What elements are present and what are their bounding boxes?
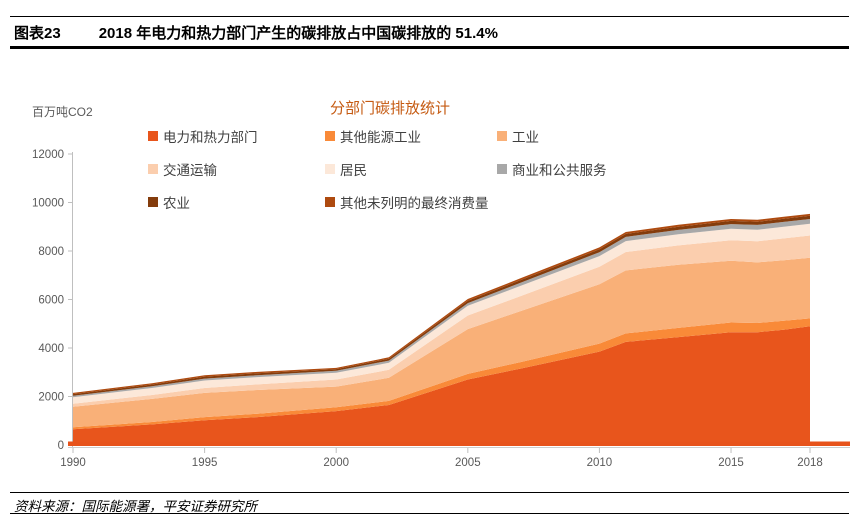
- legend-item: 交通运输: [148, 159, 325, 178]
- x-axis-tick-label: 1995: [192, 457, 218, 469]
- legend-swatch: [148, 130, 158, 141]
- x-axis-tick-label: 2005: [455, 457, 481, 469]
- top-rule: [10, 16, 849, 17]
- figure-header: 图表23 2018 年电力和热力部门产生的碳排放占中国碳排放的 51.4%: [14, 22, 498, 43]
- figure-title: 2018 年电力和热力部门产生的碳排放占中国碳排放的 51.4%: [98, 25, 498, 42]
- x-axis-tick-label: 2015: [718, 457, 744, 469]
- source-note: 资料来源：国际能源署，平安证券研究所: [14, 499, 257, 514]
- legend-item: 电力和热力部门: [148, 126, 325, 145]
- legend-swatch: [497, 163, 507, 174]
- x-axis-line: [68, 441, 850, 446]
- x-axis-tick-label: 2000: [323, 457, 349, 469]
- chart-title: 分部门碳排放统计: [330, 100, 451, 117]
- y-axis-tick-label: 8000: [38, 246, 64, 258]
- legend-item: 商业和公共服务: [497, 159, 607, 178]
- x-axis-tick-label: 2010: [587, 457, 613, 469]
- y-axis-tick-label: 6000: [38, 295, 64, 307]
- legend-label: 交通运输: [163, 162, 217, 178]
- x-axis-tick-label: 2018: [797, 457, 823, 469]
- x-axis-tick-label: 1990: [60, 457, 86, 469]
- figure-number-label: 图表23: [14, 25, 61, 42]
- legend-label: 商业和公共服务: [512, 162, 607, 178]
- y-axis-tick-label: 12000: [32, 149, 64, 161]
- legend-swatch: [497, 130, 507, 141]
- legend-item: 农业: [148, 192, 325, 211]
- legend-label: 农业: [163, 195, 190, 211]
- legend-item: 其他未列明的最终消费量: [325, 192, 497, 211]
- source-rule-top: [10, 492, 849, 493]
- y-axis-tick-label: 4000: [38, 343, 64, 355]
- legend-label: 电力和热力部门: [163, 129, 258, 145]
- area-series: [73, 318, 810, 430]
- legend-swatch: [148, 196, 158, 207]
- y-axis-tick-label: 0: [58, 440, 64, 452]
- legend-label: 其他未列明的最终消费量: [340, 195, 489, 211]
- legend-item: 其他能源工业: [325, 126, 497, 145]
- area-series: [73, 326, 810, 445]
- area-series: [73, 235, 810, 407]
- y-axis-tick-label: 2000: [38, 392, 64, 404]
- chart-legend: 电力和热力部门 其他能源工业 工业交通运输 居民 商业和公共服务农业 其他未列明的最终消费…: [148, 126, 607, 211]
- y-axis-tick-label: 10000: [32, 198, 64, 210]
- legend-item: 工业: [497, 126, 607, 145]
- legend-label: 工业: [512, 129, 539, 145]
- header-rule: [10, 46, 849, 49]
- legend-label: 居民: [340, 162, 367, 178]
- legend-label: 其他能源工业: [340, 129, 421, 145]
- source-rule-bottom: [10, 513, 849, 514]
- legend-item: 居民: [325, 159, 497, 178]
- legend-swatch: [325, 130, 335, 141]
- y-axis-unit-label: 百万吨CO2: [32, 105, 93, 119]
- legend-swatch: [148, 163, 158, 174]
- area-series: [73, 257, 810, 428]
- legend-swatch: [325, 163, 335, 174]
- legend-swatch: [325, 196, 335, 207]
